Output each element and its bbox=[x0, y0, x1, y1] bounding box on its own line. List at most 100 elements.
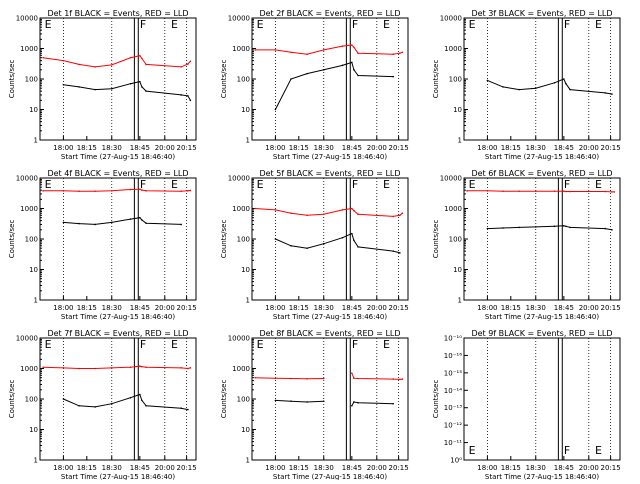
flag-label: F bbox=[352, 338, 358, 351]
panel-title: Det 4f BLACK = Events, RED = LLD bbox=[47, 169, 188, 178]
series-line-lld bbox=[255, 44, 403, 55]
y-axis-label: Counts/sec bbox=[8, 380, 16, 419]
y-tick-label: 10 bbox=[453, 106, 462, 114]
y-tick-label: 1000 bbox=[20, 205, 38, 213]
x-tick-label: 18:45 bbox=[342, 464, 362, 472]
x-tick-label: 18:30 bbox=[526, 304, 546, 312]
x-tick-label: 18:30 bbox=[314, 464, 334, 472]
y-tick-label: 1000 bbox=[444, 205, 462, 213]
x-tick-label: 18:00 bbox=[53, 464, 73, 472]
panel-title: Det 6f BLACK = Events, RED = LLD bbox=[471, 169, 612, 178]
y-tick-label: 10 bbox=[241, 426, 250, 434]
x-axis-label: Start Time (27-Aug-15 18:46:40) bbox=[485, 153, 599, 161]
x-tick-label: 20:00 bbox=[155, 464, 175, 472]
series-line-events bbox=[63, 217, 182, 225]
y-tick-label: 10 bbox=[241, 106, 250, 114]
series-line-events bbox=[487, 78, 612, 95]
x-axis-label: Start Time (27-Aug-15 18:46:40) bbox=[273, 313, 387, 321]
y-tick-label: 1 bbox=[34, 297, 38, 305]
plot-frame bbox=[463, 337, 621, 461]
x-tick-label: 20:00 bbox=[367, 304, 387, 312]
panel-det-7: Det 7f BLACK = Events, RED = LLD 1 10 100 10… bbox=[8, 329, 197, 481]
x-tick-label: 20:15 bbox=[177, 464, 197, 472]
panel-det-6: Det 6f BLACK = Events, RED = LLD 1 10 100 10… bbox=[432, 169, 621, 321]
x-tick-label: 20:15 bbox=[177, 144, 197, 152]
panel-det-3: Det 3f BLACK = Events, RED = LLD 1 10 100 10… bbox=[432, 9, 621, 161]
y-tick-label: 10000 bbox=[440, 15, 462, 23]
y-tick-label: 10000 bbox=[228, 15, 250, 23]
y-tick-label: 10⁻¹² bbox=[444, 422, 462, 430]
panel-title: Det 8f BLACK = Events, RED = LLD bbox=[259, 329, 400, 338]
y-tick-label: 1 bbox=[246, 297, 250, 305]
x-axis-label: Start Time (27-Aug-15 18:46:40) bbox=[61, 313, 175, 321]
x-tick-label: 18:15 bbox=[77, 144, 97, 152]
y-axis-label: Counts/sec bbox=[8, 220, 16, 259]
x-tick-label: 18:00 bbox=[53, 304, 73, 312]
panel-det-8: Det 8f BLACK = Events, RED = LLD 1 10 100 10… bbox=[220, 329, 409, 481]
y-tick-label: 1000 bbox=[232, 365, 250, 373]
y-tick-label: 10 bbox=[29, 106, 38, 114]
y-tick-label: 1 bbox=[34, 137, 38, 145]
y-tick-label: 100 bbox=[25, 396, 38, 404]
panel-title: Det 7f BLACK = Events, RED = LLD bbox=[47, 329, 188, 338]
flag-label: E bbox=[383, 178, 390, 191]
y-tick-label: 10 bbox=[453, 266, 462, 274]
flag-label: E bbox=[171, 178, 178, 191]
flag-label: F bbox=[140, 178, 146, 191]
x-tick-label: 20:00 bbox=[155, 304, 175, 312]
series-line-events bbox=[275, 399, 394, 407]
flag-label: E bbox=[257, 18, 264, 31]
flag-label: E bbox=[45, 18, 52, 31]
x-tick-label: 18:45 bbox=[554, 304, 574, 312]
flag-label: E bbox=[257, 338, 264, 351]
series-line-lld bbox=[43, 365, 191, 370]
x-tick-label: 18:15 bbox=[501, 304, 521, 312]
y-tick-label: 100 bbox=[449, 76, 462, 84]
panel-det-5: Det 5f BLACK = Events, RED = LLD 1 10 100 10… bbox=[220, 169, 409, 321]
flag-label: E bbox=[257, 178, 264, 191]
y-tick-label: 10 bbox=[29, 266, 38, 274]
x-axis-label: Start Time (27-Aug-15 18:46:40) bbox=[273, 473, 387, 480]
x-axis-label: Start Time (27-Aug-15 18:46:40) bbox=[61, 153, 175, 161]
flag-label: E bbox=[383, 18, 390, 31]
y-tick-label: 100 bbox=[237, 396, 250, 404]
y-tick-label: 10000 bbox=[16, 335, 38, 343]
y-tick-label: 10000 bbox=[228, 335, 250, 343]
x-tick-label: 20:15 bbox=[601, 304, 621, 312]
x-tick-label: 20:15 bbox=[601, 464, 621, 472]
series-line-events bbox=[275, 232, 401, 254]
x-tick-label: 18:30 bbox=[314, 304, 334, 312]
y-tick-label: 100 bbox=[237, 236, 250, 244]
series-line-lld bbox=[43, 188, 191, 192]
x-tick-label: 18:15 bbox=[77, 464, 97, 472]
x-tick-label: 18:00 bbox=[265, 144, 285, 152]
panel-title: Det 5f BLACK = Events, RED = LLD bbox=[259, 169, 400, 178]
x-tick-label: 18:30 bbox=[102, 304, 122, 312]
x-tick-label: 18:15 bbox=[289, 304, 309, 312]
x-tick-label: 18:00 bbox=[477, 144, 497, 152]
y-tick-label: 100 bbox=[237, 76, 250, 84]
x-tick-label: 18:00 bbox=[265, 304, 285, 312]
y-tick-label: 10000 bbox=[16, 15, 38, 23]
series-line-events bbox=[63, 81, 191, 101]
y-tick-label: 10⁻¹⁵ bbox=[444, 369, 462, 377]
x-tick-label: 18:00 bbox=[477, 464, 497, 472]
flag-label: E bbox=[171, 338, 178, 351]
y-tick-label: 1000 bbox=[232, 205, 250, 213]
x-axis-label: Start Time (27-Aug-15 18:46:40) bbox=[485, 313, 599, 321]
x-tick-label: 20:15 bbox=[389, 144, 409, 152]
x-tick-label: 18:00 bbox=[265, 464, 285, 472]
flag-label: E bbox=[171, 18, 178, 31]
flag-label: E bbox=[595, 178, 602, 191]
y-tick-label: 10 bbox=[29, 426, 38, 434]
series-line-lld bbox=[43, 55, 191, 68]
flag-label: F bbox=[140, 338, 146, 351]
y-tick-label: 10⁻¹⁰ bbox=[444, 335, 462, 343]
y-tick-label: 10000 bbox=[440, 175, 462, 183]
x-tick-label: 18:30 bbox=[526, 464, 546, 472]
x-tick-label: 18:30 bbox=[314, 144, 334, 152]
y-tick-label: 10⁻¹³ bbox=[444, 404, 462, 412]
x-tick-label: 18:15 bbox=[289, 144, 309, 152]
x-tick-label: 20:00 bbox=[155, 144, 175, 152]
